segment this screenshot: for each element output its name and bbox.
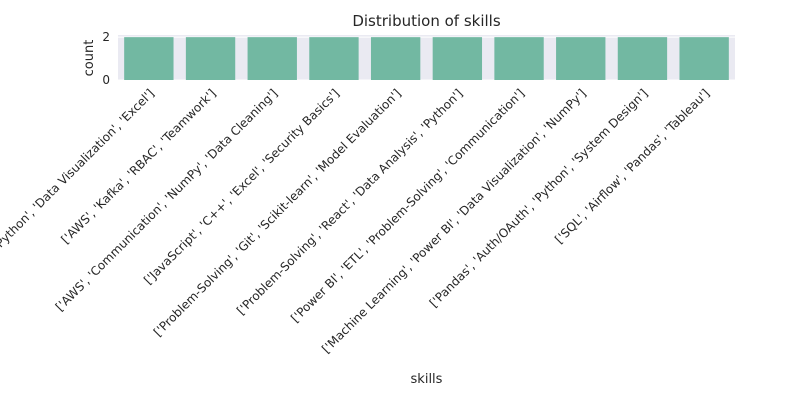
y-axis-label: count xyxy=(82,40,97,77)
bar xyxy=(432,37,483,80)
bar xyxy=(247,37,297,80)
chart-title: Distribution of skills xyxy=(352,12,501,30)
x-tick-label: ['Problem-Solving', 'React', 'Data Analy… xyxy=(234,86,465,317)
x-tick-labels: ['Feature Engineering', 'Python', 'Data … xyxy=(0,86,712,356)
x-tick-label: ['Power BI', 'ETL', 'Problem-Solving', '… xyxy=(288,86,527,325)
x-axis-label: skills xyxy=(411,372,443,387)
bar xyxy=(556,37,606,80)
bar xyxy=(370,37,421,80)
y-tick-label: 2 xyxy=(102,30,110,44)
y-tick-label: 0 xyxy=(102,73,110,87)
x-tick-label: ['Pandas', 'Auth/OAuth', 'Python', 'Syst… xyxy=(427,86,651,310)
bar xyxy=(124,37,174,80)
bars xyxy=(124,37,729,80)
x-tick-label: ['AWS', 'Communication', 'NumPy', 'Data … xyxy=(53,86,281,314)
bar xyxy=(679,37,729,80)
bar xyxy=(309,37,359,80)
bar xyxy=(617,37,668,80)
y-tick-labels: 02 xyxy=(102,30,110,87)
bar xyxy=(185,37,236,80)
bar xyxy=(494,37,544,80)
